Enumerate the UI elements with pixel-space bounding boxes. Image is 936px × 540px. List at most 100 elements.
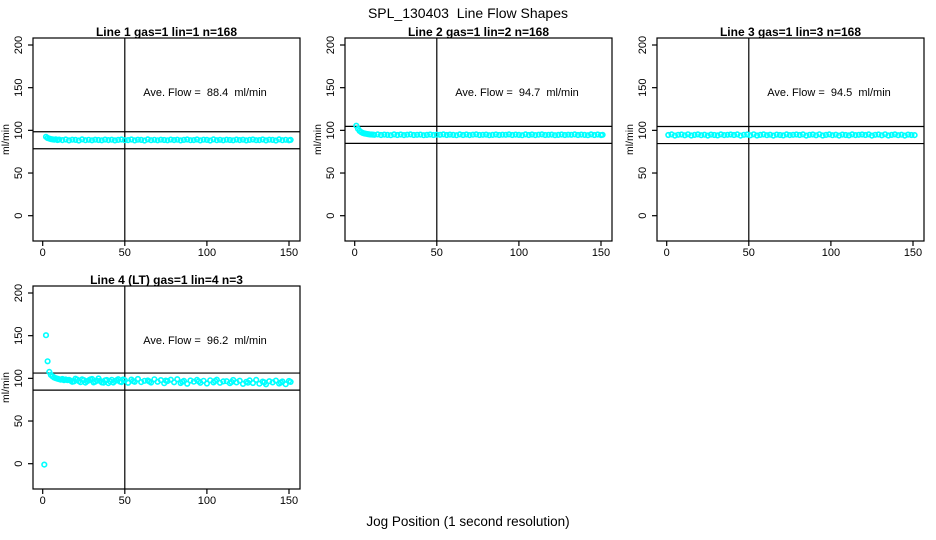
data-point [269,136,276,143]
data-point [184,380,191,387]
data-point [407,131,414,138]
data-point [551,132,559,139]
data-point [78,136,86,143]
data-point [568,131,575,138]
y-tick-label: 100 [13,369,25,387]
y-tick-label: 100 [325,121,337,139]
x-tick-label: 100 [510,247,528,259]
data-point [384,131,391,138]
panel-line-1: Line 1 gas=1 lin=1 n=168 0 50 100 150 200 0 50 1… [0,25,312,269]
data-point [473,131,480,138]
data-points [42,133,294,144]
panel-line-4: Line 4 (LT) gas=1 lin=4 n=3 0 50 100 150 200 0… [0,273,312,517]
data-point [259,136,266,143]
data-point [226,136,233,144]
data-point [88,137,96,144]
data-point [236,377,243,384]
data-point [489,131,496,138]
data-point [806,131,813,138]
data-point [108,136,115,143]
y-tick-label: 200 [637,36,649,54]
data-point [62,136,69,143]
data-point [509,131,516,139]
data-point [171,379,178,386]
data-point [836,132,843,139]
data-point [753,132,761,139]
data-point [803,132,810,139]
panel-title: Line 3 gas=1 lin=3 n=168 [720,25,861,39]
data-point [207,137,214,144]
ave-flow-annotation: Ave. Flow = 88.4 ml/min [143,87,267,99]
data-point [125,379,132,386]
data-point [154,137,161,144]
data-point [184,136,191,143]
data-point [865,131,872,138]
data-point [371,131,378,138]
y-tick-label: 50 [13,167,25,179]
x-tick-label: 150 [592,247,610,259]
data-point [161,136,168,144]
data-point [901,132,908,139]
x-tick-label: 0 [352,247,358,259]
data-point [203,380,210,387]
data-point [574,131,582,139]
data-point [483,131,490,138]
data-point [443,131,450,139]
data-point [417,131,424,138]
data-point [691,131,698,138]
data-point [767,131,774,138]
y-tick-label: 50 [637,167,649,179]
y-tick-label: 0 [325,213,337,219]
data-point [190,136,197,144]
y-tick-label: 150 [637,78,649,96]
data-point [515,131,522,138]
y-tick-label: 0 [637,213,649,219]
data-points [665,131,918,139]
data-point [157,136,164,143]
data-point [852,131,859,139]
data-point [404,131,411,138]
data-point [479,131,486,138]
x-tick-label: 100 [198,495,216,507]
data-point [433,131,440,138]
figure-x-axis-label: Jog Position (1 second resolution) [366,514,570,529]
y-tick-label: 50 [13,415,25,427]
data-point [885,132,892,139]
data-point [678,131,685,138]
data-point [75,137,82,144]
data-point [757,131,764,138]
data-point [148,379,155,386]
data-point [390,131,398,138]
data-point [128,136,135,143]
panel-plot-3: Line 3 gas=1 lin=3 n=168 0 50 100 150 200 0 50 1… [624,25,925,259]
data-point [463,131,470,138]
y-tick-label: 150 [325,78,337,96]
data-point [773,131,780,138]
data-point [535,131,542,138]
data-point [456,131,463,138]
data-point [704,132,711,139]
data-point [430,131,437,139]
data-point [558,131,565,138]
data-point [440,131,447,138]
data-points [41,332,294,468]
data-point [236,136,243,144]
data-point [783,131,790,138]
data-point [842,131,849,139]
data-point [85,136,92,143]
data-point [776,131,784,139]
data-point [171,136,178,144]
data-point [111,137,118,144]
data-point [121,137,128,144]
data-point [545,131,552,138]
data-point [724,131,731,138]
data-point [72,136,79,143]
data-point [55,136,63,143]
data-point [101,136,109,143]
data-point [688,132,695,139]
data-point [282,381,289,388]
x-tick-label: 100 [822,247,840,259]
data-point [141,137,148,144]
data-point [809,131,816,138]
data-point [671,132,679,139]
